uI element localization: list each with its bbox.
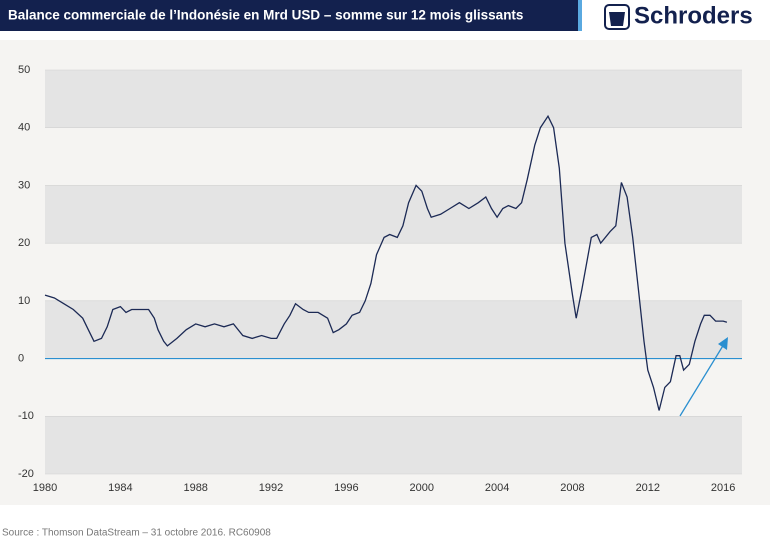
x-tick-label: 1980	[33, 482, 57, 494]
x-tick-label: 2016	[711, 482, 735, 494]
grid-band	[45, 185, 742, 244]
y-tick-label: 20	[18, 237, 30, 249]
title-bar	[0, 0, 578, 31]
x-tick-label: 2012	[636, 482, 660, 494]
y-tick-label: -10	[18, 410, 34, 422]
line	[44, 114, 728, 411]
x-tick-label: 1992	[259, 482, 283, 494]
x-tick-label: 1984	[108, 482, 132, 494]
arrow-shaft	[679, 343, 725, 417]
chart-title: Balance commerciale de l’Indonésie en Mr…	[8, 8, 523, 23]
y-tick-label: 40	[18, 122, 30, 134]
arrow-head	[718, 337, 728, 350]
y-tick-label: -20	[18, 468, 34, 480]
grid-band	[45, 300, 742, 359]
source: Source : Thomson DataStream – 31 octobre…	[2, 528, 271, 539]
logo-icon	[604, 4, 630, 30]
grid-band	[45, 70, 742, 128]
x-tick-label: 2000	[410, 482, 434, 494]
y-tick-label: 30	[18, 179, 30, 191]
title-accent	[578, 0, 582, 31]
grid-band	[45, 416, 742, 474]
x-tick-label: 1988	[183, 482, 207, 494]
brand: Schroders	[634, 2, 753, 29]
y-tick-label: 10	[18, 295, 30, 307]
x-tick-label: 2004	[485, 482, 509, 494]
y-tick-label: 0	[18, 352, 24, 364]
y-tick-label: 50	[18, 64, 30, 76]
x-tick-label: 2008	[560, 482, 584, 494]
x-tick-label: 1996	[334, 482, 358, 494]
